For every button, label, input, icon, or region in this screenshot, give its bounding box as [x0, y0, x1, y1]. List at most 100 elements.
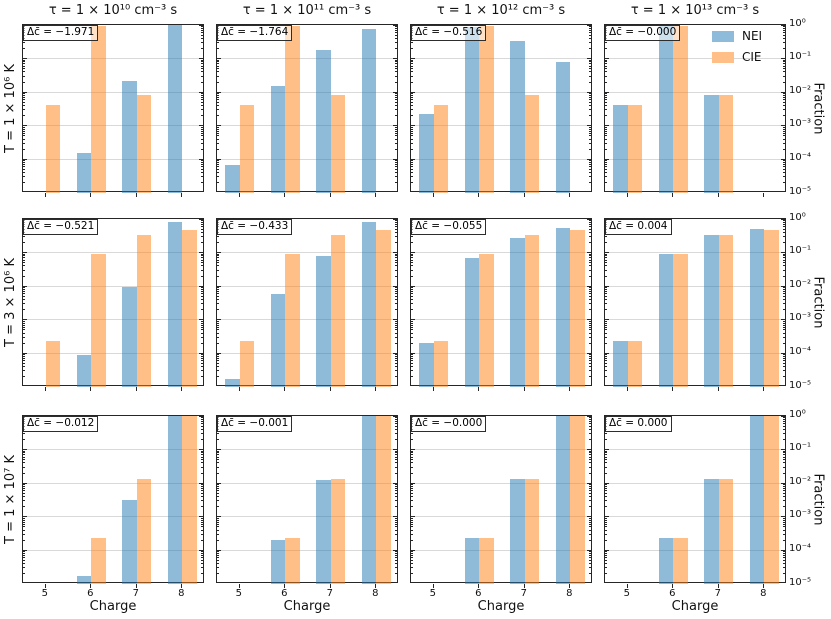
y-minor-tick	[588, 126, 591, 128]
y-minor-tick	[200, 138, 203, 140]
y-minor-tick	[782, 376, 785, 378]
y-minor-tick	[23, 176, 26, 178]
y-minor-tick	[588, 42, 591, 44]
y-minor-tick	[200, 236, 203, 238]
bar-nei-charge-7	[704, 234, 719, 387]
y-minor-tick	[394, 354, 397, 356]
y-tick-label: 10⁻³	[789, 509, 812, 521]
y-minor-tick	[200, 506, 203, 508]
y-minor-tick	[217, 555, 220, 557]
y-minor-tick	[217, 336, 220, 338]
y-minor-tick	[23, 68, 26, 70]
y-minor-tick	[605, 324, 608, 326]
y-minor-tick	[23, 182, 26, 184]
y-minor-tick	[605, 360, 608, 362]
y-major-tick	[199, 516, 203, 518]
y-minor-tick	[23, 262, 26, 264]
y-minor-tick	[200, 342, 203, 344]
y-minor-tick	[782, 551, 785, 553]
y-minor-tick	[782, 418, 785, 420]
gridline	[411, 158, 591, 160]
y-minor-tick	[411, 332, 414, 334]
y-minor-tick	[605, 533, 608, 535]
y-minor-tick	[23, 109, 26, 111]
gridline	[217, 549, 397, 551]
y-minor-tick	[217, 293, 220, 295]
y-minor-tick	[200, 517, 203, 519]
y-minor-tick	[605, 363, 608, 364]
y-minor-tick	[588, 34, 591, 36]
y-minor-tick	[200, 356, 203, 358]
y-minor-tick	[217, 324, 220, 326]
y-minor-tick	[411, 68, 414, 70]
y-minor-tick	[411, 490, 414, 492]
y-minor-tick	[782, 459, 785, 461]
y-minor-tick	[605, 275, 608, 277]
y-minor-tick	[23, 166, 26, 168]
y-minor-tick	[217, 521, 220, 523]
y-major-tick	[587, 416, 591, 417]
gridline	[411, 91, 591, 93]
y-minor-tick	[588, 376, 591, 378]
y-minor-tick	[782, 360, 785, 362]
y-minor-tick	[605, 466, 608, 468]
y-major-tick	[781, 319, 785, 321]
y-minor-tick	[394, 29, 397, 31]
x-major-tick	[181, 387, 183, 391]
y-major-tick	[23, 385, 27, 386]
y-major-tick	[411, 385, 415, 386]
y-minor-tick	[588, 29, 591, 31]
y-minor-tick	[782, 484, 785, 486]
y-minor-tick	[782, 287, 785, 289]
column-title-tau-1e11: τ = 1 × 10¹¹ cm⁻³ s	[242, 3, 372, 18]
y-minor-tick	[411, 557, 414, 559]
y-major-tick	[781, 158, 785, 160]
y-minor-tick	[411, 484, 414, 486]
x-major-tick	[44, 387, 46, 391]
y-minor-tick	[588, 418, 591, 420]
bar-nei-charge-6	[270, 293, 286, 387]
bar-cie-charge-7	[718, 235, 734, 387]
y-minor-tick	[217, 517, 220, 519]
y-minor-tick	[411, 290, 414, 292]
y-minor-tick	[200, 366, 203, 368]
y-minor-tick	[605, 135, 608, 137]
y-minor-tick	[588, 241, 591, 243]
y-major-tick	[781, 252, 785, 254]
y-minor-tick	[411, 459, 414, 461]
y-minor-tick	[782, 225, 785, 227]
y-minor-tick	[23, 96, 26, 98]
x-major-tick	[478, 584, 480, 588]
y-major-tick	[199, 25, 203, 26]
y-major-tick	[23, 58, 27, 60]
delta-cbar-annotation: Δc̄ = −0.055	[411, 219, 487, 236]
y-minor-tick	[782, 487, 785, 489]
delta-cbar-annotation: Δc̄ = −0.433	[217, 219, 293, 236]
y-minor-tick	[782, 75, 785, 77]
y-minor-tick	[200, 420, 203, 422]
y-tick-label: 10⁻¹	[789, 442, 812, 454]
x-major-tick	[135, 193, 137, 197]
y-major-tick	[605, 385, 609, 386]
y-minor-tick	[200, 487, 203, 489]
y-minor-tick	[217, 65, 220, 67]
y-minor-tick	[782, 523, 785, 525]
y-minor-tick	[588, 71, 591, 73]
y-major-tick	[781, 125, 785, 127]
y-minor-tick	[588, 293, 591, 295]
y-minor-tick	[605, 332, 608, 334]
bar-nei-charge-6	[76, 576, 92, 584]
x-major-tick	[478, 387, 480, 391]
y-minor-tick	[411, 324, 414, 326]
y-major-tick	[393, 125, 397, 127]
y-minor-tick	[217, 472, 220, 474]
y-minor-tick	[23, 506, 26, 508]
y-minor-tick	[200, 303, 203, 305]
y-minor-tick	[605, 490, 608, 492]
y-minor-tick	[605, 148, 608, 150]
y-minor-tick	[394, 275, 397, 277]
y-major-tick	[393, 516, 397, 518]
y-minor-tick	[217, 529, 220, 531]
y-major-tick	[199, 385, 203, 386]
y-minor-tick	[588, 553, 591, 555]
